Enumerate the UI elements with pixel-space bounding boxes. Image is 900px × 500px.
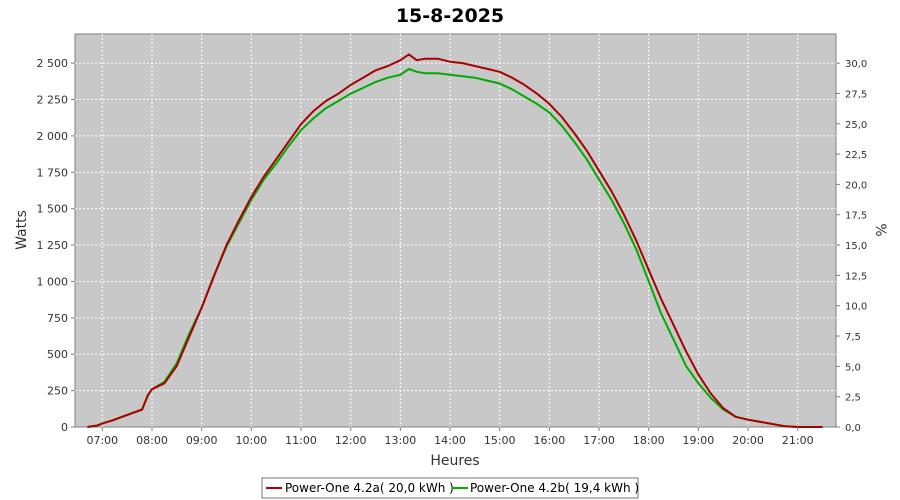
y2-axis-label: % xyxy=(872,223,888,236)
y2-tick-label-8: 20,0 xyxy=(845,180,867,191)
y2-tick-label-4: 10,0 xyxy=(845,302,867,313)
y-tick-label-1: 250 xyxy=(47,385,68,398)
x-tick-label-1: 08:00 xyxy=(136,434,168,447)
series-line-a xyxy=(87,53,823,428)
y2-tick-label-11: 27,5 xyxy=(845,89,867,100)
x-tick-label-8: 15:00 xyxy=(484,434,516,447)
x-axis-label: Heures xyxy=(430,453,479,469)
y-tick-label-4: 1 000 xyxy=(37,275,69,288)
y-tick-label-2: 500 xyxy=(47,348,68,361)
y-tick-label-5: 1 250 xyxy=(37,239,69,252)
y2-tick-label-9: 22,5 xyxy=(845,150,867,161)
left-axis: 0 250 500 750 1 000 1 250 1 500 1 750 2 000 2 250… xyxy=(37,57,75,434)
plot-area xyxy=(74,33,837,428)
y2-tick-label-5: 12,5 xyxy=(845,271,867,282)
y2-tick-label-12: 30,0 xyxy=(845,59,867,70)
x-tick-label-13: 20:00 xyxy=(732,434,764,447)
legend-label-b: Power-One 4.2b( 19,4 kWh ) xyxy=(470,481,639,495)
y-tick-label-10: 2 500 xyxy=(37,57,69,70)
series-line-b xyxy=(87,67,823,428)
chart-title: 15-8-2025 xyxy=(396,5,504,27)
x-tick-label-2: 09:00 xyxy=(186,434,218,447)
right-axis: 0,0 2,5 5,0 7,5 10,0 12,5 15,0 17,5 20,0 22,5 25,0… xyxy=(836,59,867,434)
x-tick-label-10: 17:00 xyxy=(583,434,615,447)
y-tick-label-3: 750 xyxy=(47,312,68,325)
legend-box xyxy=(261,477,639,499)
y2-tick-label-2: 5,0 xyxy=(845,362,861,373)
x-tick-label-9: 16:00 xyxy=(534,434,566,447)
x-tick-label-4: 11:00 xyxy=(285,434,317,447)
legend-label-a: Power-One 4.2a( 20,0 kWh ) xyxy=(285,481,454,495)
x-tick-label-3: 10:00 xyxy=(235,434,267,447)
series-layer xyxy=(87,53,823,428)
y-tick-label-8: 2 000 xyxy=(37,130,69,143)
x-tick-label-6: 13:00 xyxy=(385,434,417,447)
x-axis: 07:00 08:00 09:00 10:00 11:00 12:00 13:00 14:00… xyxy=(86,427,814,447)
y2-tick-label-6: 15,0 xyxy=(845,241,867,252)
x-tick-label-7: 14:00 xyxy=(434,434,466,447)
y-tick-label-9: 2 250 xyxy=(37,94,69,107)
y2-tick-label-7: 17,5 xyxy=(845,211,867,222)
x-tick-label-12: 19:00 xyxy=(683,434,715,447)
y2-tick-label-10: 25,0 xyxy=(845,120,867,131)
x-tick-label-14: 21:00 xyxy=(782,434,814,447)
y2-tick-label-1: 2,5 xyxy=(845,393,861,404)
x-tick-label-11: 18:00 xyxy=(633,434,665,447)
x-tick-label-0: 07:00 xyxy=(86,434,118,447)
y2-tick-label-0: 0,0 xyxy=(845,423,861,434)
x-tick-label-5: 12:00 xyxy=(335,434,367,447)
legend: Power-One 4.2a( 20,0 kWh ) Power-One 4.2… xyxy=(261,477,639,499)
y-tick-label-6: 1 500 xyxy=(37,203,69,216)
y-axis-label: Watts xyxy=(14,210,30,250)
y2-tick-label-3: 7,5 xyxy=(845,332,861,343)
y-tick-label-0: 0 xyxy=(61,421,68,434)
y-tick-label-7: 1 750 xyxy=(37,166,69,179)
